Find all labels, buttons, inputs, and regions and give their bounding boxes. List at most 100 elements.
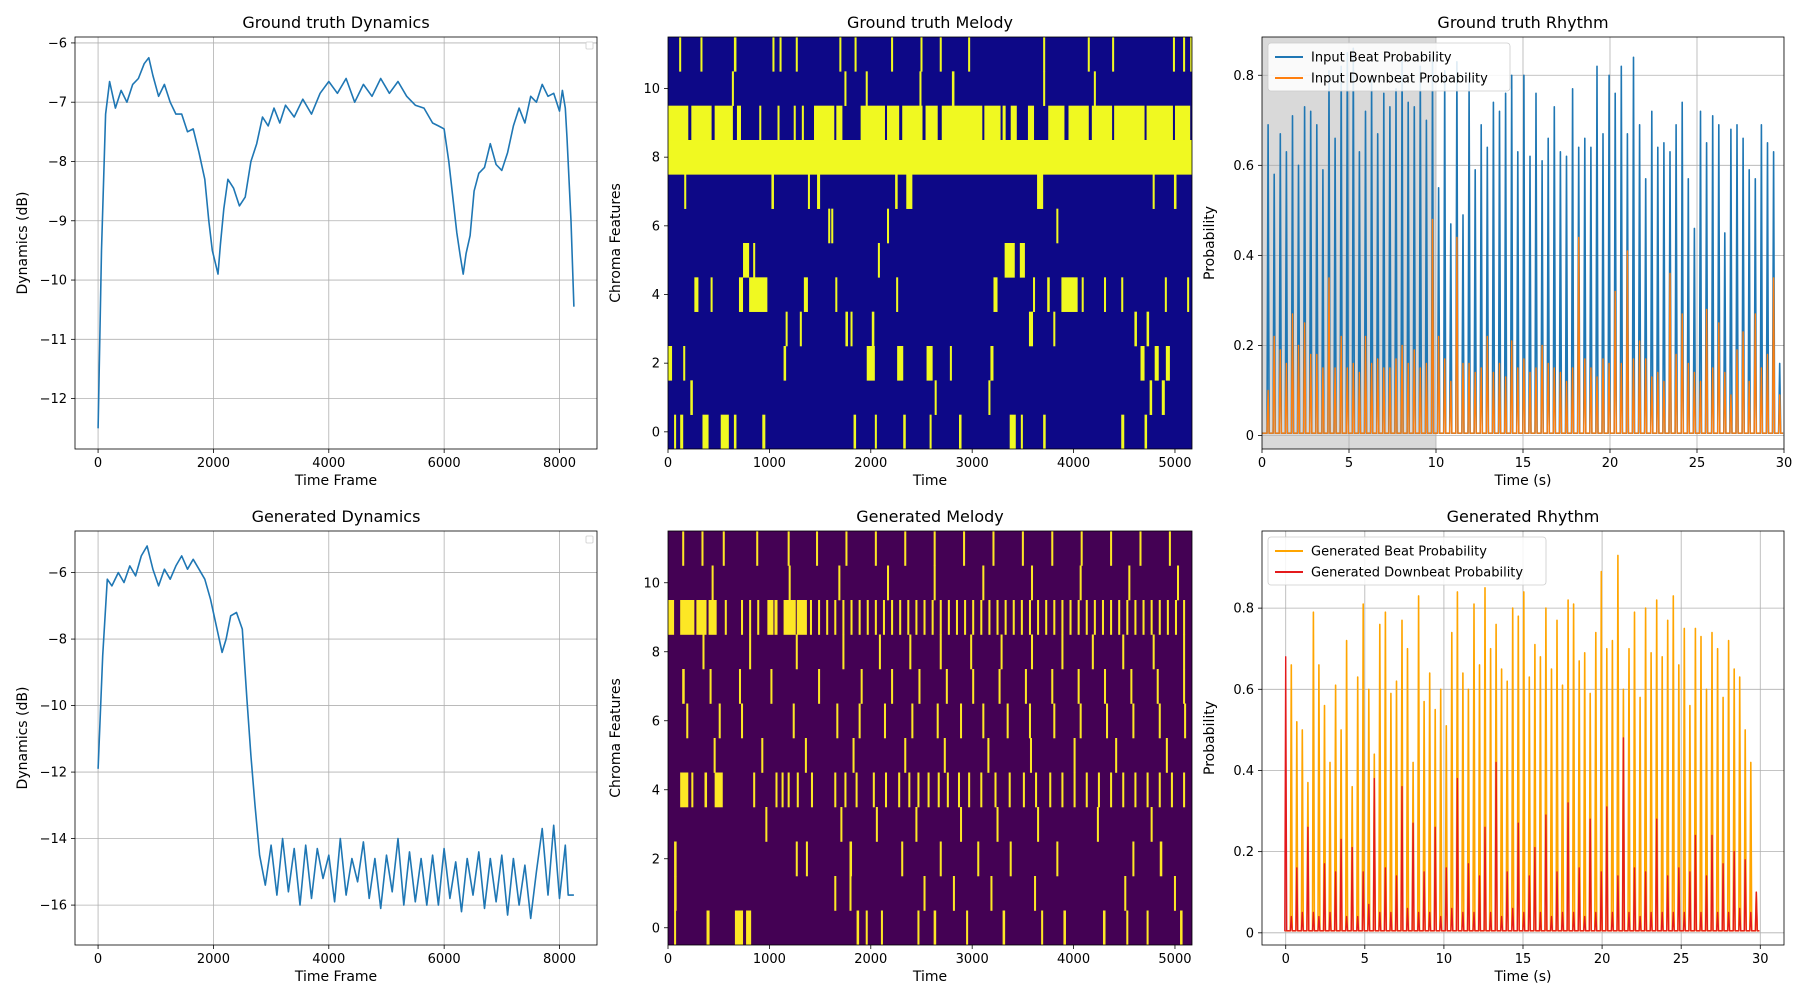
y-axis-label: Chroma Features (608, 678, 624, 798)
y-tick-label: −9 (48, 214, 67, 229)
heatmap-cell-row-0 (865, 910, 868, 945)
heatmap-cell-row-9 (1004, 600, 1007, 635)
heatmap-cell-row-8 (878, 634, 881, 670)
axes-frame (667, 36, 1193, 450)
heatmap-cell-row-2 (990, 346, 994, 381)
heatmap-cell-row-9 (1091, 105, 1113, 141)
heatmap-cell-row-9 (907, 600, 910, 635)
heatmap-cell-row-9 (955, 600, 958, 635)
y-axis-label: Probability (1202, 701, 1218, 775)
x-tick-label: 2000 (197, 456, 230, 471)
heatmap-cell-row-1 (1149, 380, 1153, 415)
heatmap-cell-row-9 (793, 105, 796, 141)
heatmap-cell-row-0 (856, 910, 860, 945)
heatmap-cell-row-0 (1009, 414, 1016, 449)
heatmap-cell-row-0 (674, 414, 677, 449)
y-tick-label: −12 (40, 766, 67, 781)
heatmap-cell-row-2 (901, 841, 904, 877)
heatmap-cell-row-9 (708, 600, 717, 635)
heatmap-cell-row-4 (781, 772, 784, 808)
y-tick-label: 0.2 (1233, 845, 1254, 860)
heatmap-cell-row-7 (891, 669, 894, 704)
heatmap-cell-row-11 (679, 37, 682, 72)
heatmap-cell-row-0 (1144, 414, 1148, 449)
heatmap-cell-row-0 (917, 910, 920, 945)
x-tick-label: 10 (1428, 456, 1445, 471)
heatmap-cell-row-11 (839, 37, 842, 72)
heatmap-cell-row-6 (836, 703, 839, 739)
x-tick-label: 4000 (1057, 952, 1090, 967)
y-tick-label: 4 (652, 783, 660, 798)
heatmap-cell-row-4 (1061, 277, 1078, 312)
heatmap-cell-row-6 (828, 208, 831, 244)
heatmap-cell-row-4 (787, 772, 790, 808)
heatmap-cell-row-9 (1118, 600, 1121, 635)
heatmap-cell-row-7 (945, 669, 948, 704)
y-tick-label: −6 (48, 566, 67, 581)
heatmap-cell-row-8 (1091, 634, 1094, 670)
plot-area (75, 37, 597, 449)
heatmap-cell-row-7 (1156, 669, 1159, 704)
heatmap-cell-row-8 (1030, 634, 1034, 670)
legend-label: Generated Downbeat Probability (1311, 566, 1523, 581)
heatmap-cell-row-4 (1022, 772, 1025, 808)
heatmap-cell-row-10 (865, 71, 868, 106)
heatmap-cell-row-2 (1132, 841, 1135, 877)
plot-area (668, 37, 1192, 449)
heatmap-cell-row-4 (917, 772, 920, 808)
heatmap-cell-row-3 (799, 311, 802, 347)
x-tick-label: 5000 (1158, 952, 1191, 967)
y-tick-label: 2 (652, 852, 660, 867)
heatmap-cell-row-11 (1087, 37, 1090, 72)
heatmap-cell-row-1 (674, 876, 677, 911)
heatmap-cell-row-4 (994, 772, 997, 808)
heatmap-cell-row-5 (1115, 738, 1118, 773)
heatmap-cell-row-7 (860, 669, 863, 704)
heatmap-cell-row-11 (722, 531, 725, 566)
heatmap-cell-row-4 (946, 772, 949, 808)
heatmap-cell-row-4 (1122, 772, 1125, 808)
heatmap-cell-row-3 (785, 311, 788, 347)
heatmap-cell-row-0 (680, 414, 684, 449)
heatmap-cell-row-1 (923, 876, 926, 911)
heatmap-cell-row-11 (756, 531, 759, 566)
y-tick-label: −8 (48, 155, 67, 170)
heatmap-cell-row-11 (1080, 531, 1083, 566)
heatmap-cell-row-1 (988, 380, 991, 415)
heatmap-cell-row-6 (960, 703, 963, 739)
heatmap-cell-row-0 (762, 414, 766, 449)
x-tick-label: 0 (1282, 952, 1290, 967)
heatmap-cell-row-1 (849, 876, 852, 911)
legend-box (1267, 536, 1547, 586)
heatmap-cell-row-9 (668, 105, 689, 141)
heatmap-cell-row-11 (701, 531, 704, 566)
heatmap-cell-row-7 (1173, 174, 1177, 209)
heatmap-cell-row-10 (1176, 565, 1180, 601)
heatmap-cell-row-6 (911, 703, 914, 739)
heatmap-cell-row-0 (1041, 910, 1044, 945)
heatmap-cell-row-1 (1034, 876, 1037, 911)
heatmap-cell-row-4 (775, 772, 778, 808)
heatmap-cell-row-6 (831, 208, 834, 244)
heatmap-cell-row-9 (774, 600, 778, 635)
heatmap-cell-row-4 (1033, 277, 1036, 312)
heatmap-cell-row-9 (1114, 105, 1145, 141)
heatmap-cell-row-9 (691, 105, 712, 141)
heatmap-cell-row-9 (801, 105, 804, 141)
y-tick-label: 0.6 (1233, 159, 1254, 174)
heatmap-cell-row-9 (850, 600, 853, 635)
heatmap-cell-row-2 (926, 346, 933, 381)
heatmap-cell-row-8 (909, 634, 912, 670)
heatmap-cell-row-2 (805, 841, 808, 877)
heatmap-cell-row-11 (779, 37, 782, 72)
x-tick-label: 1000 (753, 952, 786, 967)
heatmap-cell-row-9 (749, 600, 752, 635)
heatmap-cell-row-9 (988, 600, 991, 635)
heatmap-cell-row-9 (1142, 600, 1145, 635)
heatmap-cell-row-0 (720, 414, 729, 449)
heatmap-cell-row-7 (918, 669, 921, 704)
legend: Generated Beat Probability Generated Down… (1267, 536, 1547, 586)
x-tick-label: 30 (1752, 952, 1769, 967)
heatmap-cell-row-10 (731, 71, 734, 106)
heatmap-cell-row-11 (1043, 37, 1046, 72)
